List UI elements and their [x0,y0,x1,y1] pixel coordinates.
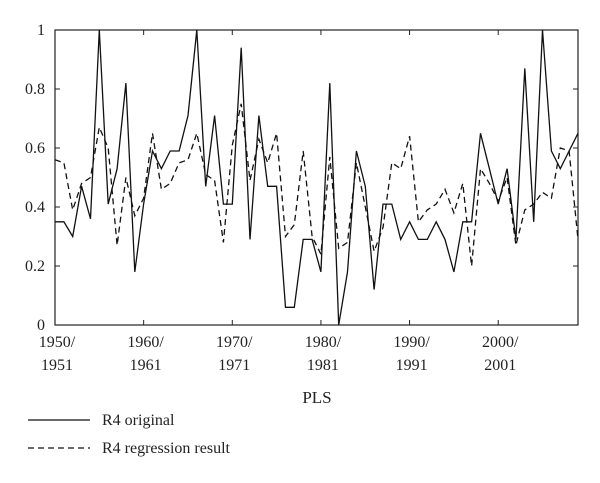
plot-frame [54,29,579,326]
y-tick-label: 0 [37,317,45,334]
series-line-regression [54,103,579,267]
x-tick-label-line1: 1990/ [393,334,430,351]
x-tick-label-line1: 1960/ [127,334,164,351]
y-tick-label: 1 [37,22,45,39]
x-tick-label-line2: 1971 [218,357,250,374]
series-lines [54,29,579,326]
y-tick-label: 0.8 [25,81,45,98]
x-tick-label-line1: 2000/ [482,334,519,351]
legend-label: R4 regression result [102,440,231,457]
x-tick-label-line1: 1970/ [216,334,253,351]
x-tick-label-line1: 1950/ [39,334,76,351]
y-axis: 0 0.2 0.4 0.6 0.8 1 [25,22,578,334]
series-line-original [55,29,579,326]
y-tick-label: 0.2 [25,258,45,275]
y-tick-label: 0.4 [25,199,45,216]
x-tick-label-line2: 1951 [41,357,73,374]
y-tick-label: 0.6 [25,140,45,157]
legend-label: R4 original [102,412,175,429]
x-axis: 1950/1951 1960/1961 1970/1971 1980/1981 1990… [39,30,519,374]
plot-border [54,29,579,326]
x-tick-label-line2: 1981 [307,357,339,374]
legend: R4 original R4 regression result [28,412,231,457]
x-tick-label-line1: 1980/ [305,334,342,351]
x-tick-label-line2: 2001 [484,357,516,374]
x-tick-label-line2: 1991 [396,357,428,374]
x-axis-title: PLS [302,388,331,407]
x-tick-label-line2: 1961 [130,357,162,374]
